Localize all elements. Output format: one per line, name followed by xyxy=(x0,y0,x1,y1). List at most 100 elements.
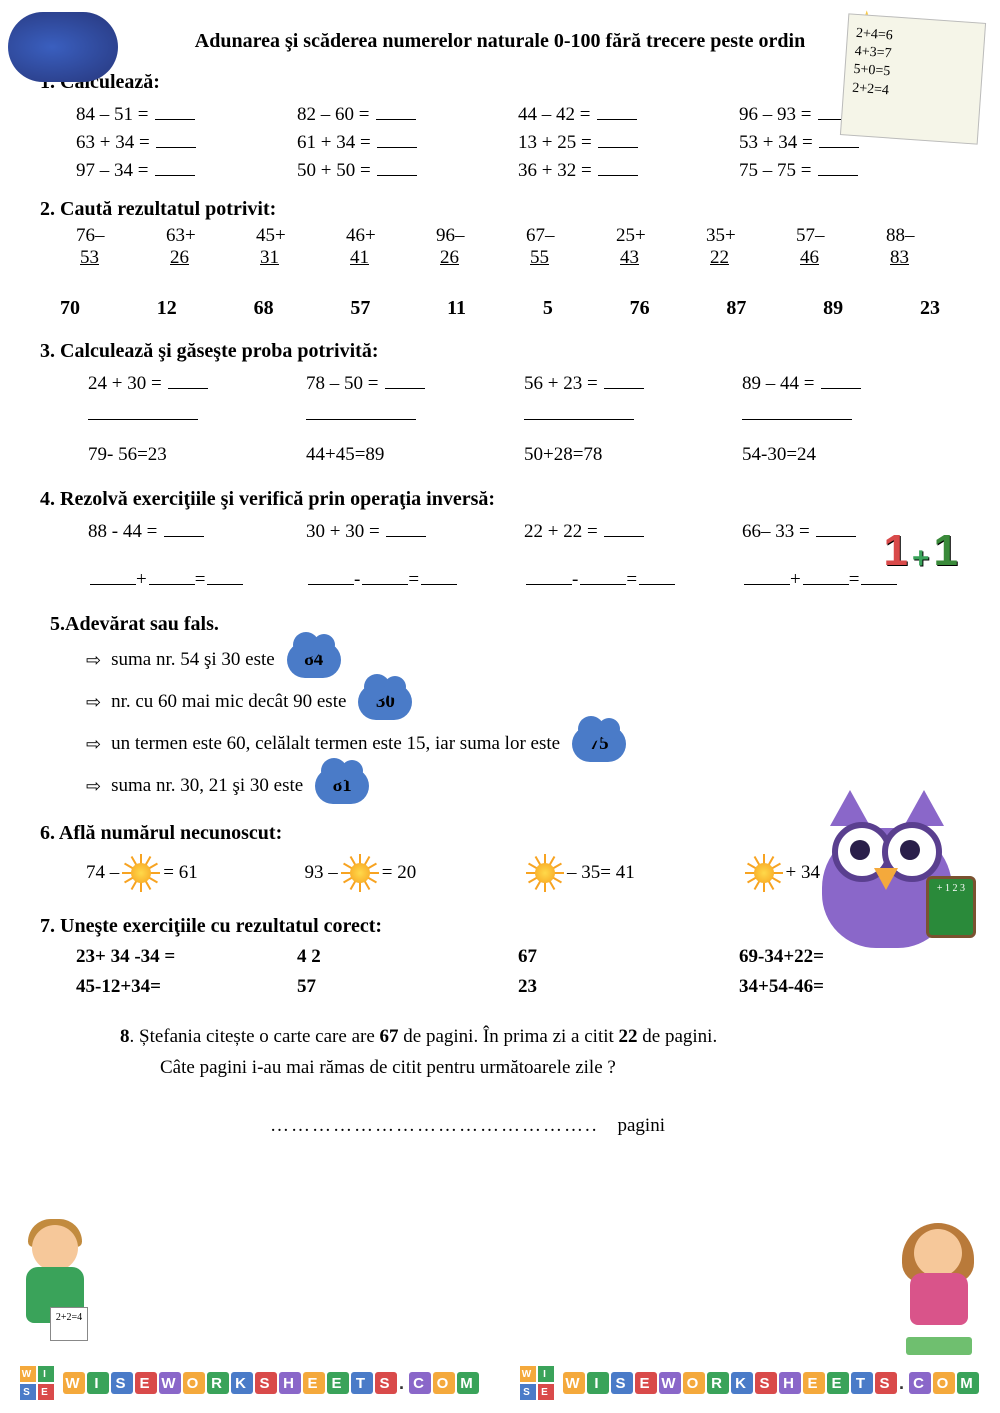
wp-text: de pagini. În prima zi a citit xyxy=(399,1026,619,1047)
answer-option: 70 xyxy=(60,297,80,320)
cloud-value: 84 xyxy=(287,642,341,678)
section-3-head: 3. Calculează şi găseşte proba potrivită… xyxy=(40,340,960,363)
match-item: 57 xyxy=(297,976,518,998)
match-item: 23+ 34 -34 = xyxy=(76,946,297,968)
decoration-cloud xyxy=(8,12,118,82)
vertical-calc: 46+41 xyxy=(346,225,390,269)
calc-expr: 75 – 75 = xyxy=(739,154,960,182)
section-4-head: 4. Rezolvă exerciţiile şi verifică prin … xyxy=(40,488,960,511)
answer-option: 87 xyxy=(726,297,746,320)
arrow-icon: ⇨ xyxy=(86,734,101,755)
blank-line xyxy=(742,399,960,427)
cloud-value: 30 xyxy=(358,684,412,720)
wp-bold: 22 xyxy=(619,1026,638,1047)
tf-text: suma nr. 54 şi 30 este xyxy=(111,649,275,671)
wp-bold: 67 xyxy=(380,1026,399,1047)
calc-expr: 84 – 51 = xyxy=(76,98,297,126)
vertical-calc: 88–83 xyxy=(886,225,930,269)
inverse-blank: -= xyxy=(306,563,524,591)
arrow-icon: ⇨ xyxy=(86,692,101,713)
blank-line xyxy=(306,399,524,427)
calc-expr: 97 – 34 = xyxy=(76,154,297,182)
unknown-eq: 93 – = 20 xyxy=(305,855,524,891)
vertical-calc: 25+43 xyxy=(616,225,660,269)
calc-expr: 63 + 34 = xyxy=(76,126,297,154)
footer-logo: WISE xyxy=(20,1366,54,1400)
check-expr: 79- 56=23 xyxy=(88,444,306,466)
blank-line xyxy=(88,399,306,427)
unknown-eq: – 35= 41 xyxy=(523,855,742,891)
sun-icon xyxy=(342,855,378,891)
tf-item: ⇨ suma nr. 54 şi 30 este 84 xyxy=(86,642,960,678)
calc-expr: 30 + 30 = xyxy=(306,515,524,543)
vertical-calc: 35+22 xyxy=(706,225,750,269)
vertical-calc: 57–46 xyxy=(796,225,840,269)
calc-expr: 44 – 42 = xyxy=(518,98,739,126)
girl-illustration xyxy=(884,1225,994,1355)
answer-option: 89 xyxy=(823,297,843,320)
decoration-numbers: 1 + 1 xyxy=(882,526,961,576)
answer-option: 23 xyxy=(920,297,940,320)
calc-expr: 22 + 22 = xyxy=(524,515,742,543)
sticky-note: 2+4=64+3=75+0=52+2=4 xyxy=(840,13,986,144)
unknown-eq: 74 – = 61 xyxy=(86,855,305,891)
match-item: 69-34+22= xyxy=(739,946,960,968)
cloud-value: 81 xyxy=(315,768,369,804)
tf-item: ⇨ nr. cu 60 mai mic decât 90 este 30 xyxy=(86,684,960,720)
calc-expr: 36 + 32 = xyxy=(518,154,739,182)
match-item: 67 xyxy=(518,946,739,968)
match-item: 23 xyxy=(518,976,739,998)
arrow-icon: ⇨ xyxy=(86,776,101,797)
vertical-calc: 76–53 xyxy=(76,225,120,269)
tf-text: suma nr. 30, 21 şi 30 este xyxy=(111,775,303,797)
wp-text: . Ștefania citește o carte care are xyxy=(130,1026,380,1047)
match-item: 34+54-46= xyxy=(739,976,960,998)
section-2-head: 2. Caută rezultatul potrivit: xyxy=(40,198,960,221)
sun-icon xyxy=(527,855,563,891)
footer-watermark: WISEWISEWORKSHEETS.COM WISEWISEWORKSHEET… xyxy=(0,1359,1000,1407)
tf-item: ⇨ un termen este 60, celălalt termen est… xyxy=(86,726,960,762)
check-expr: 44+45=89 xyxy=(306,444,524,466)
tf-text: un termen este 60, celălalt termen este … xyxy=(111,733,560,755)
calc-expr: 61 + 34 = xyxy=(297,126,518,154)
calc-expr: 78 – 50 = xyxy=(306,367,524,395)
answer-option: 68 xyxy=(254,297,274,320)
blank-line xyxy=(524,399,742,427)
answer-option: 57 xyxy=(350,297,370,320)
vertical-calc: 67–55 xyxy=(526,225,570,269)
wp-question: Câte pagini i-au mai rămas de citit pent… xyxy=(160,1053,890,1083)
check-expr: 50+28=78 xyxy=(524,444,742,466)
calc-expr: 88 - 44 = xyxy=(88,515,306,543)
boy-illustration: 2+2=4 xyxy=(6,1225,106,1355)
page-title: Adunarea şi scăderea numerelor naturale … xyxy=(40,30,960,53)
section-8-num: 8 xyxy=(120,1026,130,1047)
owl-chalkboard: + 1 2 3 xyxy=(926,876,976,938)
cloud-value: 75 xyxy=(572,726,626,762)
inverse-blank: -= xyxy=(524,563,742,591)
calc-expr: 24 + 30 = xyxy=(88,367,306,395)
check-expr: 54-30=24 xyxy=(742,444,960,466)
calc-expr: 56 + 23 = xyxy=(524,367,742,395)
calc-expr: 50 + 50 = xyxy=(297,154,518,182)
vertical-calc: 96–26 xyxy=(436,225,480,269)
section-1-head: 1. Calculează: xyxy=(40,71,960,94)
tf-text: nr. cu 60 mai mic decât 90 este xyxy=(111,691,346,713)
calc-expr: 82 – 60 = xyxy=(297,98,518,126)
footer-logo: WISE xyxy=(520,1366,554,1400)
sun-icon xyxy=(123,855,159,891)
answer-dots: ……………………………………….. xyxy=(270,1115,599,1136)
inverse-blank: += xyxy=(88,563,306,591)
vertical-calc: 45+31 xyxy=(256,225,300,269)
answer-option: 12 xyxy=(157,297,177,320)
match-item: 45-12+34= xyxy=(76,976,297,998)
sun-icon xyxy=(746,855,782,891)
owl-illustration: + 1 2 3 xyxy=(812,788,962,948)
calc-expr: 89 – 44 = xyxy=(742,367,960,395)
word-problem: 8. Ștefania citește o carte care are 67 … xyxy=(120,1022,890,1141)
calc-expr: 13 + 25 = xyxy=(518,126,739,154)
arrow-icon: ⇨ xyxy=(86,650,101,671)
section-5-head: 5.Adevărat sau fals. xyxy=(50,613,960,636)
answer-option: 11 xyxy=(447,297,466,320)
answer-option: 5 xyxy=(543,297,553,320)
match-item: 4 2 xyxy=(297,946,518,968)
